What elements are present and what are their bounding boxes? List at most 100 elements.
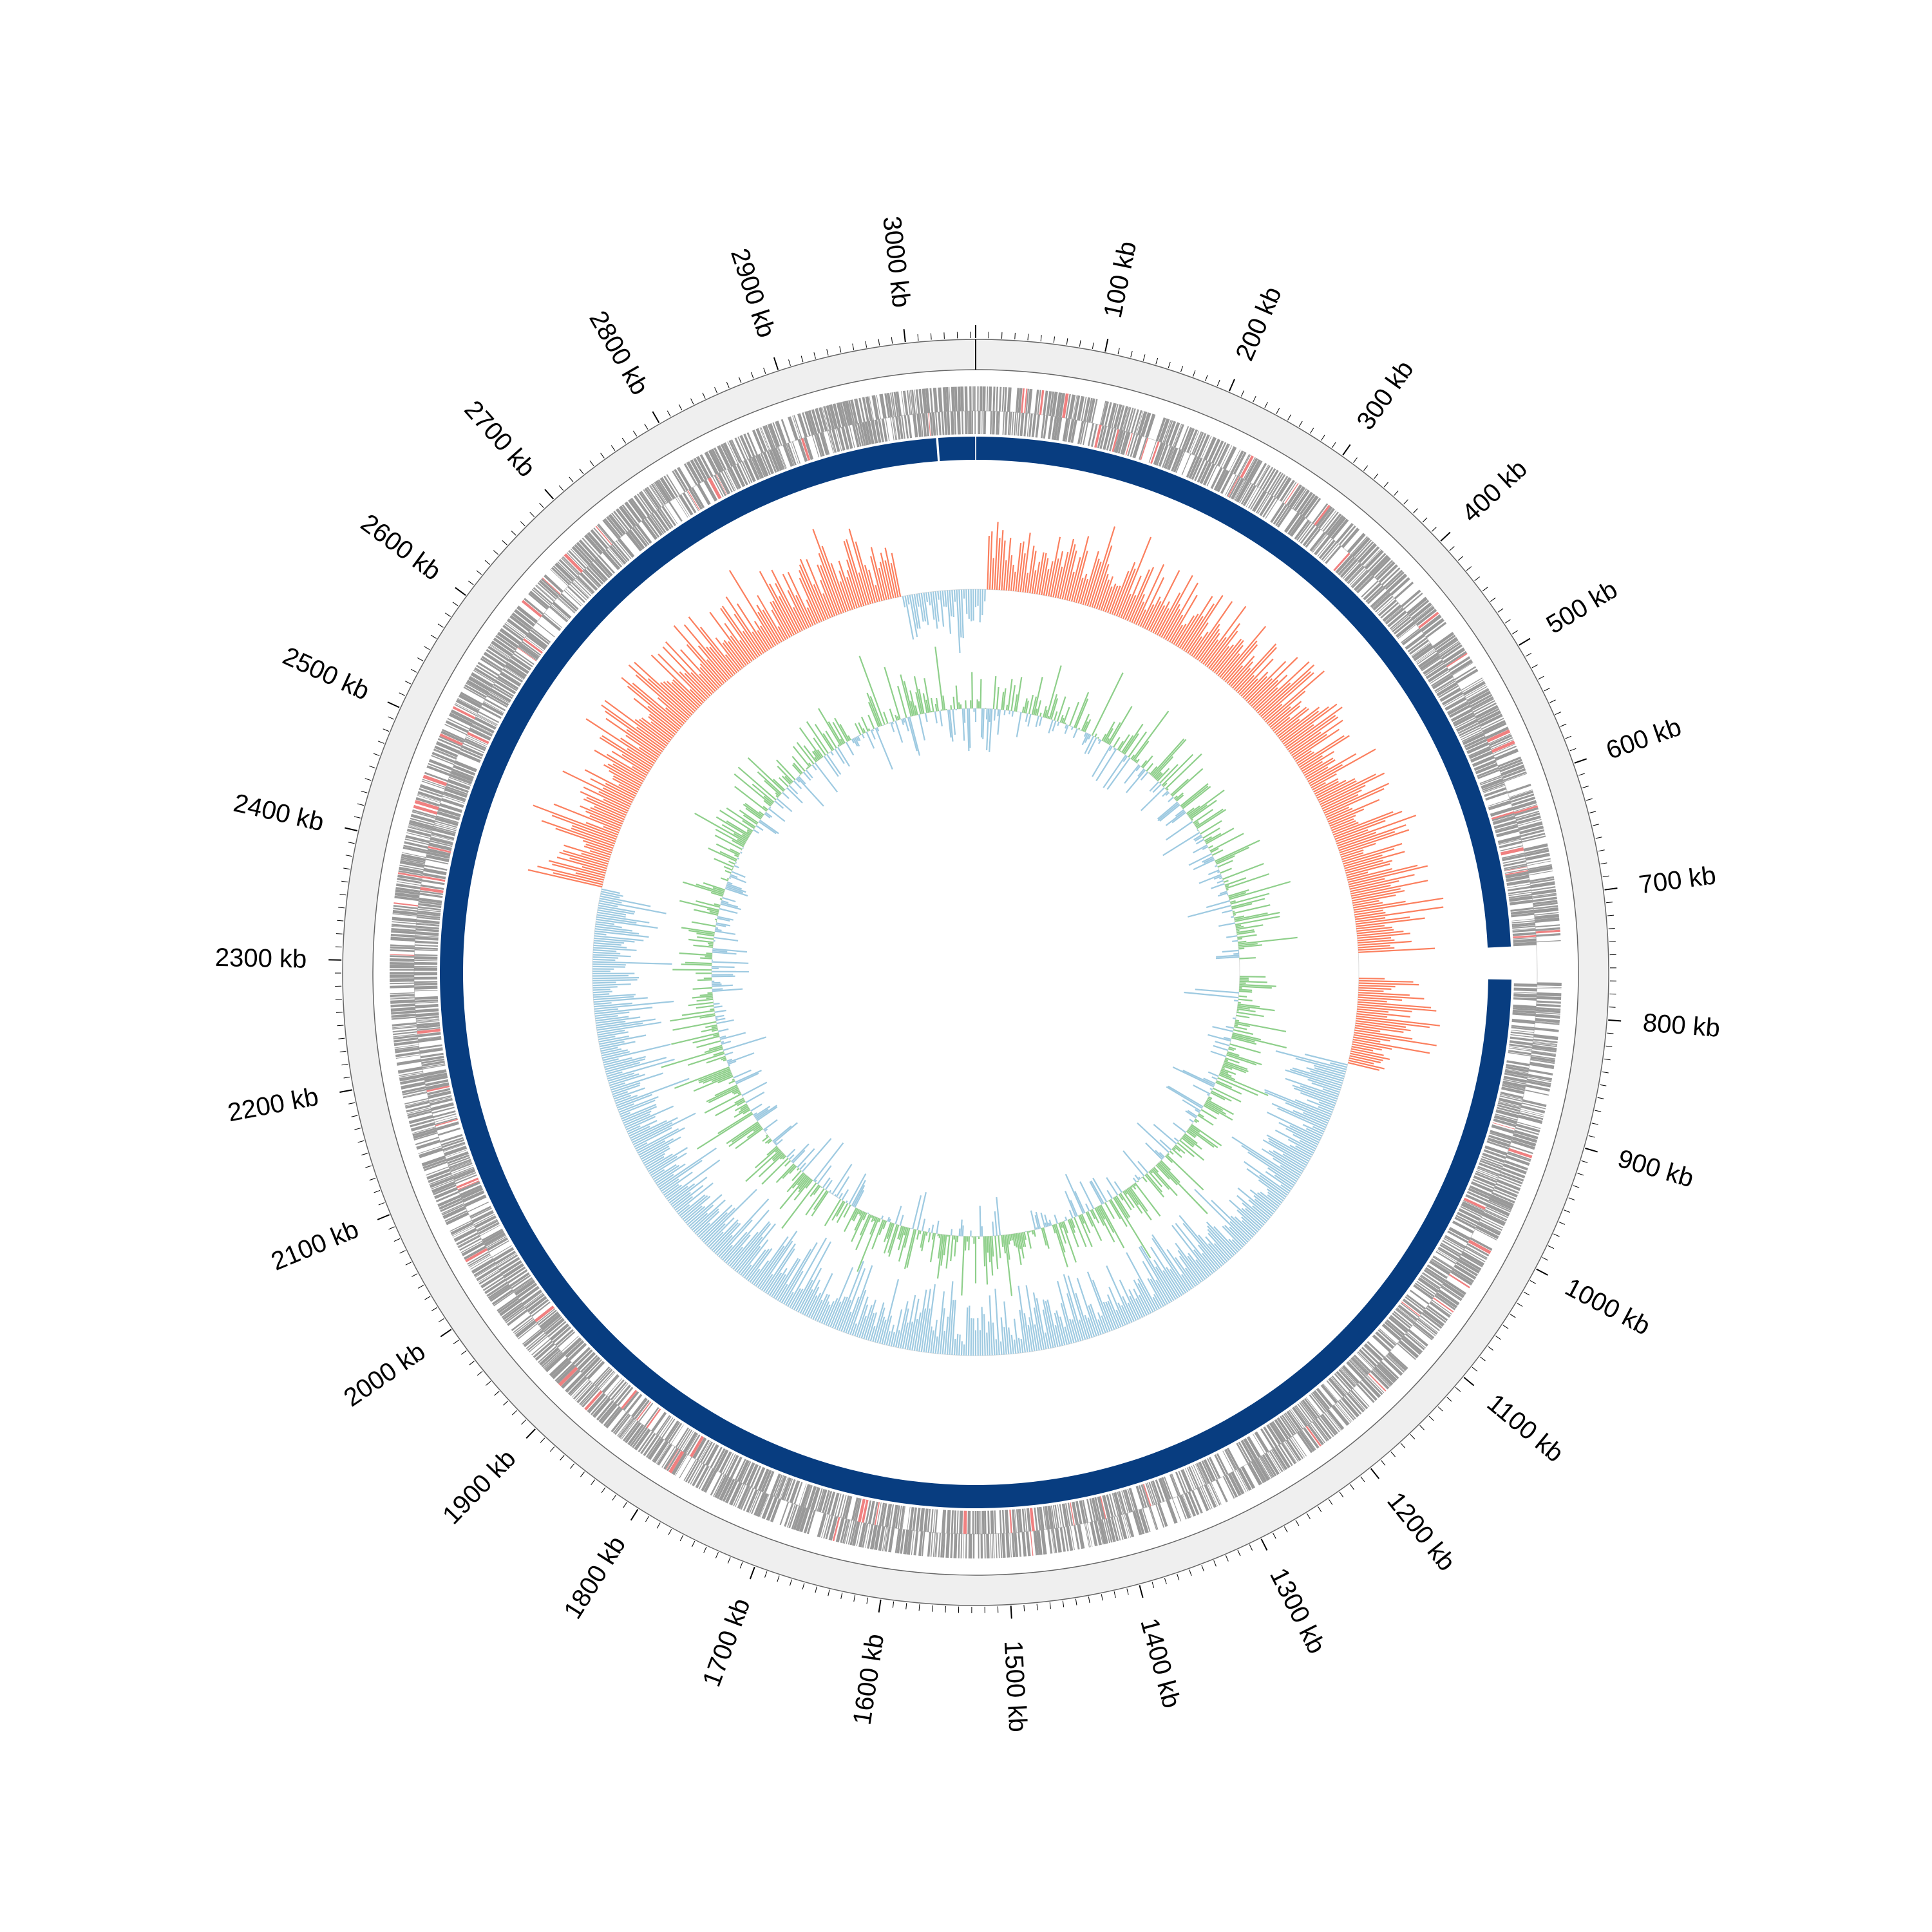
gene-feature bbox=[787, 442, 797, 466]
gene-feature bbox=[447, 779, 471, 790]
gene-feature bbox=[482, 1229, 504, 1244]
gene-feature bbox=[630, 497, 647, 519]
gene-feature bbox=[1202, 463, 1216, 486]
gene-feature bbox=[1007, 412, 1011, 435]
gene-feature bbox=[1108, 402, 1117, 428]
gene-feature bbox=[969, 411, 972, 435]
gene-feature bbox=[1461, 677, 1483, 691]
gc-skew-bar bbox=[1152, 1296, 1160, 1309]
gene-feature bbox=[1499, 840, 1522, 849]
gene-feature bbox=[649, 514, 665, 535]
gene-feature bbox=[426, 851, 450, 859]
gc-skew-bar bbox=[759, 625, 775, 648]
gene-feature bbox=[1511, 1136, 1537, 1147]
gc-content-bar bbox=[1215, 846, 1250, 864]
gene-feature bbox=[737, 1485, 750, 1510]
gc-skew-bar bbox=[627, 1125, 641, 1133]
gene-feature bbox=[557, 597, 575, 614]
gc-skew-bar bbox=[634, 661, 693, 715]
gc-content-bar bbox=[824, 1179, 833, 1190]
gene-feature bbox=[415, 940, 439, 945]
gene-feature bbox=[781, 1477, 792, 1501]
gene-feature bbox=[1185, 1468, 1195, 1490]
gene-feature bbox=[1481, 1217, 1504, 1229]
gene-feature bbox=[1492, 1122, 1515, 1130]
gene-feature bbox=[761, 1495, 774, 1520]
gc-content-bar bbox=[822, 733, 835, 750]
gc-content-bar bbox=[851, 1208, 858, 1220]
gene-feature bbox=[1511, 913, 1535, 918]
gc-skew-bar bbox=[1024, 573, 1028, 593]
gc-content-bar bbox=[1226, 935, 1238, 938]
gc-skew-bar bbox=[1306, 766, 1329, 781]
gene-feature bbox=[1056, 417, 1063, 440]
gene-feature bbox=[1443, 647, 1466, 664]
minor-tick bbox=[1410, 1434, 1416, 1439]
gc-content-bar bbox=[1108, 746, 1113, 752]
minor-tick bbox=[1353, 457, 1358, 463]
gc-skew-bar bbox=[1289, 1124, 1321, 1141]
gc-content-bar bbox=[862, 728, 866, 734]
gene-feature bbox=[972, 1533, 975, 1558]
gc-skew-bar bbox=[1320, 772, 1385, 806]
gene-feature bbox=[1473, 702, 1497, 715]
minor-tick bbox=[739, 1562, 743, 1569]
gene-feature bbox=[1318, 507, 1335, 529]
gene-feature bbox=[574, 544, 592, 564]
gene-feature bbox=[574, 1349, 593, 1368]
gc-skew-bar bbox=[575, 872, 604, 881]
gc-content-bar bbox=[986, 708, 990, 750]
gene-feature bbox=[433, 750, 457, 760]
minor-tick bbox=[540, 1437, 545, 1443]
gc-skew-bar bbox=[745, 1248, 770, 1280]
gene-feature bbox=[1243, 1437, 1258, 1460]
gc-content-bar bbox=[1068, 701, 1080, 726]
gene-feature bbox=[984, 1533, 986, 1558]
gene-feature bbox=[775, 421, 787, 445]
gene-feature bbox=[1249, 460, 1263, 483]
gc-skew-bar bbox=[793, 607, 806, 630]
gc-skew-bar bbox=[641, 1145, 670, 1162]
gene-feature bbox=[686, 491, 699, 511]
gc-skew-bar bbox=[660, 1178, 679, 1192]
gc-content-bar bbox=[855, 1215, 872, 1251]
major-tick bbox=[387, 701, 400, 708]
gc-skew-bar bbox=[1313, 778, 1339, 793]
gene-feature bbox=[1191, 431, 1202, 455]
gene-feature bbox=[1375, 596, 1394, 612]
gene-feature bbox=[1468, 1188, 1491, 1200]
gc-skew-bar bbox=[963, 1344, 965, 1356]
gc-skew-bar bbox=[673, 625, 725, 684]
gc-skew-bar bbox=[1312, 782, 1326, 791]
gene-feature bbox=[445, 786, 468, 795]
gene-feature bbox=[675, 497, 688, 518]
gene-feature bbox=[1378, 564, 1398, 583]
gene-feature bbox=[822, 431, 830, 455]
gc-skew-bar bbox=[1124, 594, 1137, 620]
gc-content-bar bbox=[1166, 820, 1193, 841]
gc-content-bar bbox=[1238, 995, 1247, 998]
gene-feature bbox=[1225, 475, 1236, 496]
gene-feature bbox=[1281, 1442, 1296, 1464]
gc-content-bar bbox=[945, 1235, 951, 1269]
gc-skew-bar bbox=[958, 1334, 961, 1356]
gene-feature bbox=[429, 1096, 452, 1103]
gene-feature bbox=[814, 434, 822, 457]
gene-feature bbox=[480, 706, 502, 719]
gene-feature bbox=[1001, 1533, 1006, 1558]
gc-skew-bar bbox=[994, 522, 999, 590]
gc-skew-bar bbox=[541, 820, 614, 847]
gene-feature bbox=[1370, 1370, 1390, 1390]
gc-content-bar bbox=[866, 692, 881, 727]
gc-content-bar bbox=[1027, 714, 1032, 727]
gene-feature bbox=[464, 684, 487, 698]
gc-skew-bar bbox=[662, 1171, 693, 1194]
gene-feature bbox=[486, 1236, 507, 1249]
gc-skew-bar bbox=[1267, 1191, 1283, 1204]
gc-skew-bar bbox=[960, 589, 964, 639]
gene-feature bbox=[1421, 1273, 1442, 1287]
gc-skew-bar bbox=[1350, 884, 1391, 895]
gene-feature bbox=[1466, 688, 1490, 703]
gc-skew-bar bbox=[1154, 608, 1170, 634]
gc-content-bar bbox=[1235, 924, 1242, 927]
